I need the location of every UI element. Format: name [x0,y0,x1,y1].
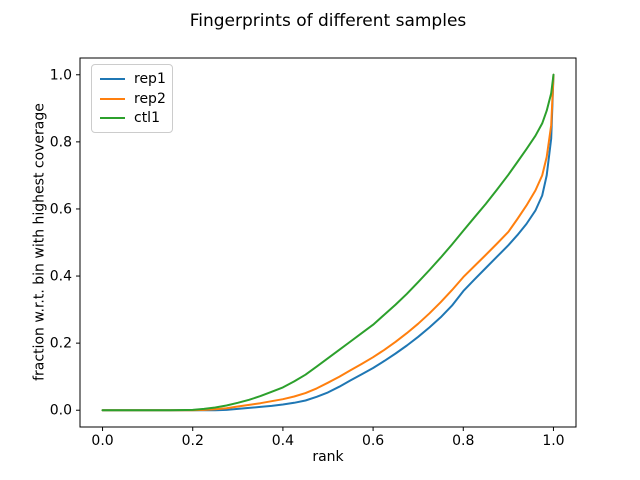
legend-item-rep2: rep2 [100,90,166,107]
legend-line-swatch [100,97,125,100]
x-tick-label: 0.0 [91,433,113,449]
x-axis-label: rank [312,449,344,465]
chart-title: Fingerprints of different samples [189,11,467,31]
x-tick-label: 0.8 [452,433,474,449]
legend-line-swatch [100,117,125,119]
axes-box [79,57,577,428]
y-tick-label: 1.0 [50,67,72,83]
legend-item-ctl1: ctl1 [100,111,164,125]
series-line-rep1 [101,73,555,412]
y-tick-label: 0.0 [50,403,72,419]
x-tick-label: 0.6 [362,433,384,449]
legend-line-swatch [100,78,125,80]
legend-item-rep1: rep1 [100,71,166,87]
legend-label: ctl1 [134,110,160,126]
y-tick-label: 0.2 [50,336,72,352]
y-tick-label: 0.4 [50,269,72,285]
x-tick-label: 0.2 [182,433,204,449]
y-tick-label: 0.8 [50,134,72,150]
legend-label: rep2 [134,90,166,107]
x-tick-label: 0.4 [272,433,294,449]
series-line-ctl1 [101,73,555,412]
legend-label: rep1 [134,71,166,87]
series-line-rep2 [101,73,555,412]
x-tick-label: 1.0 [542,433,564,449]
legend: rep1 rep2 ctl1 [91,64,173,133]
y-axis-label: fraction w.r.t. bin with highest coverag… [31,103,48,381]
y-tick-label: 0.6 [50,201,72,217]
